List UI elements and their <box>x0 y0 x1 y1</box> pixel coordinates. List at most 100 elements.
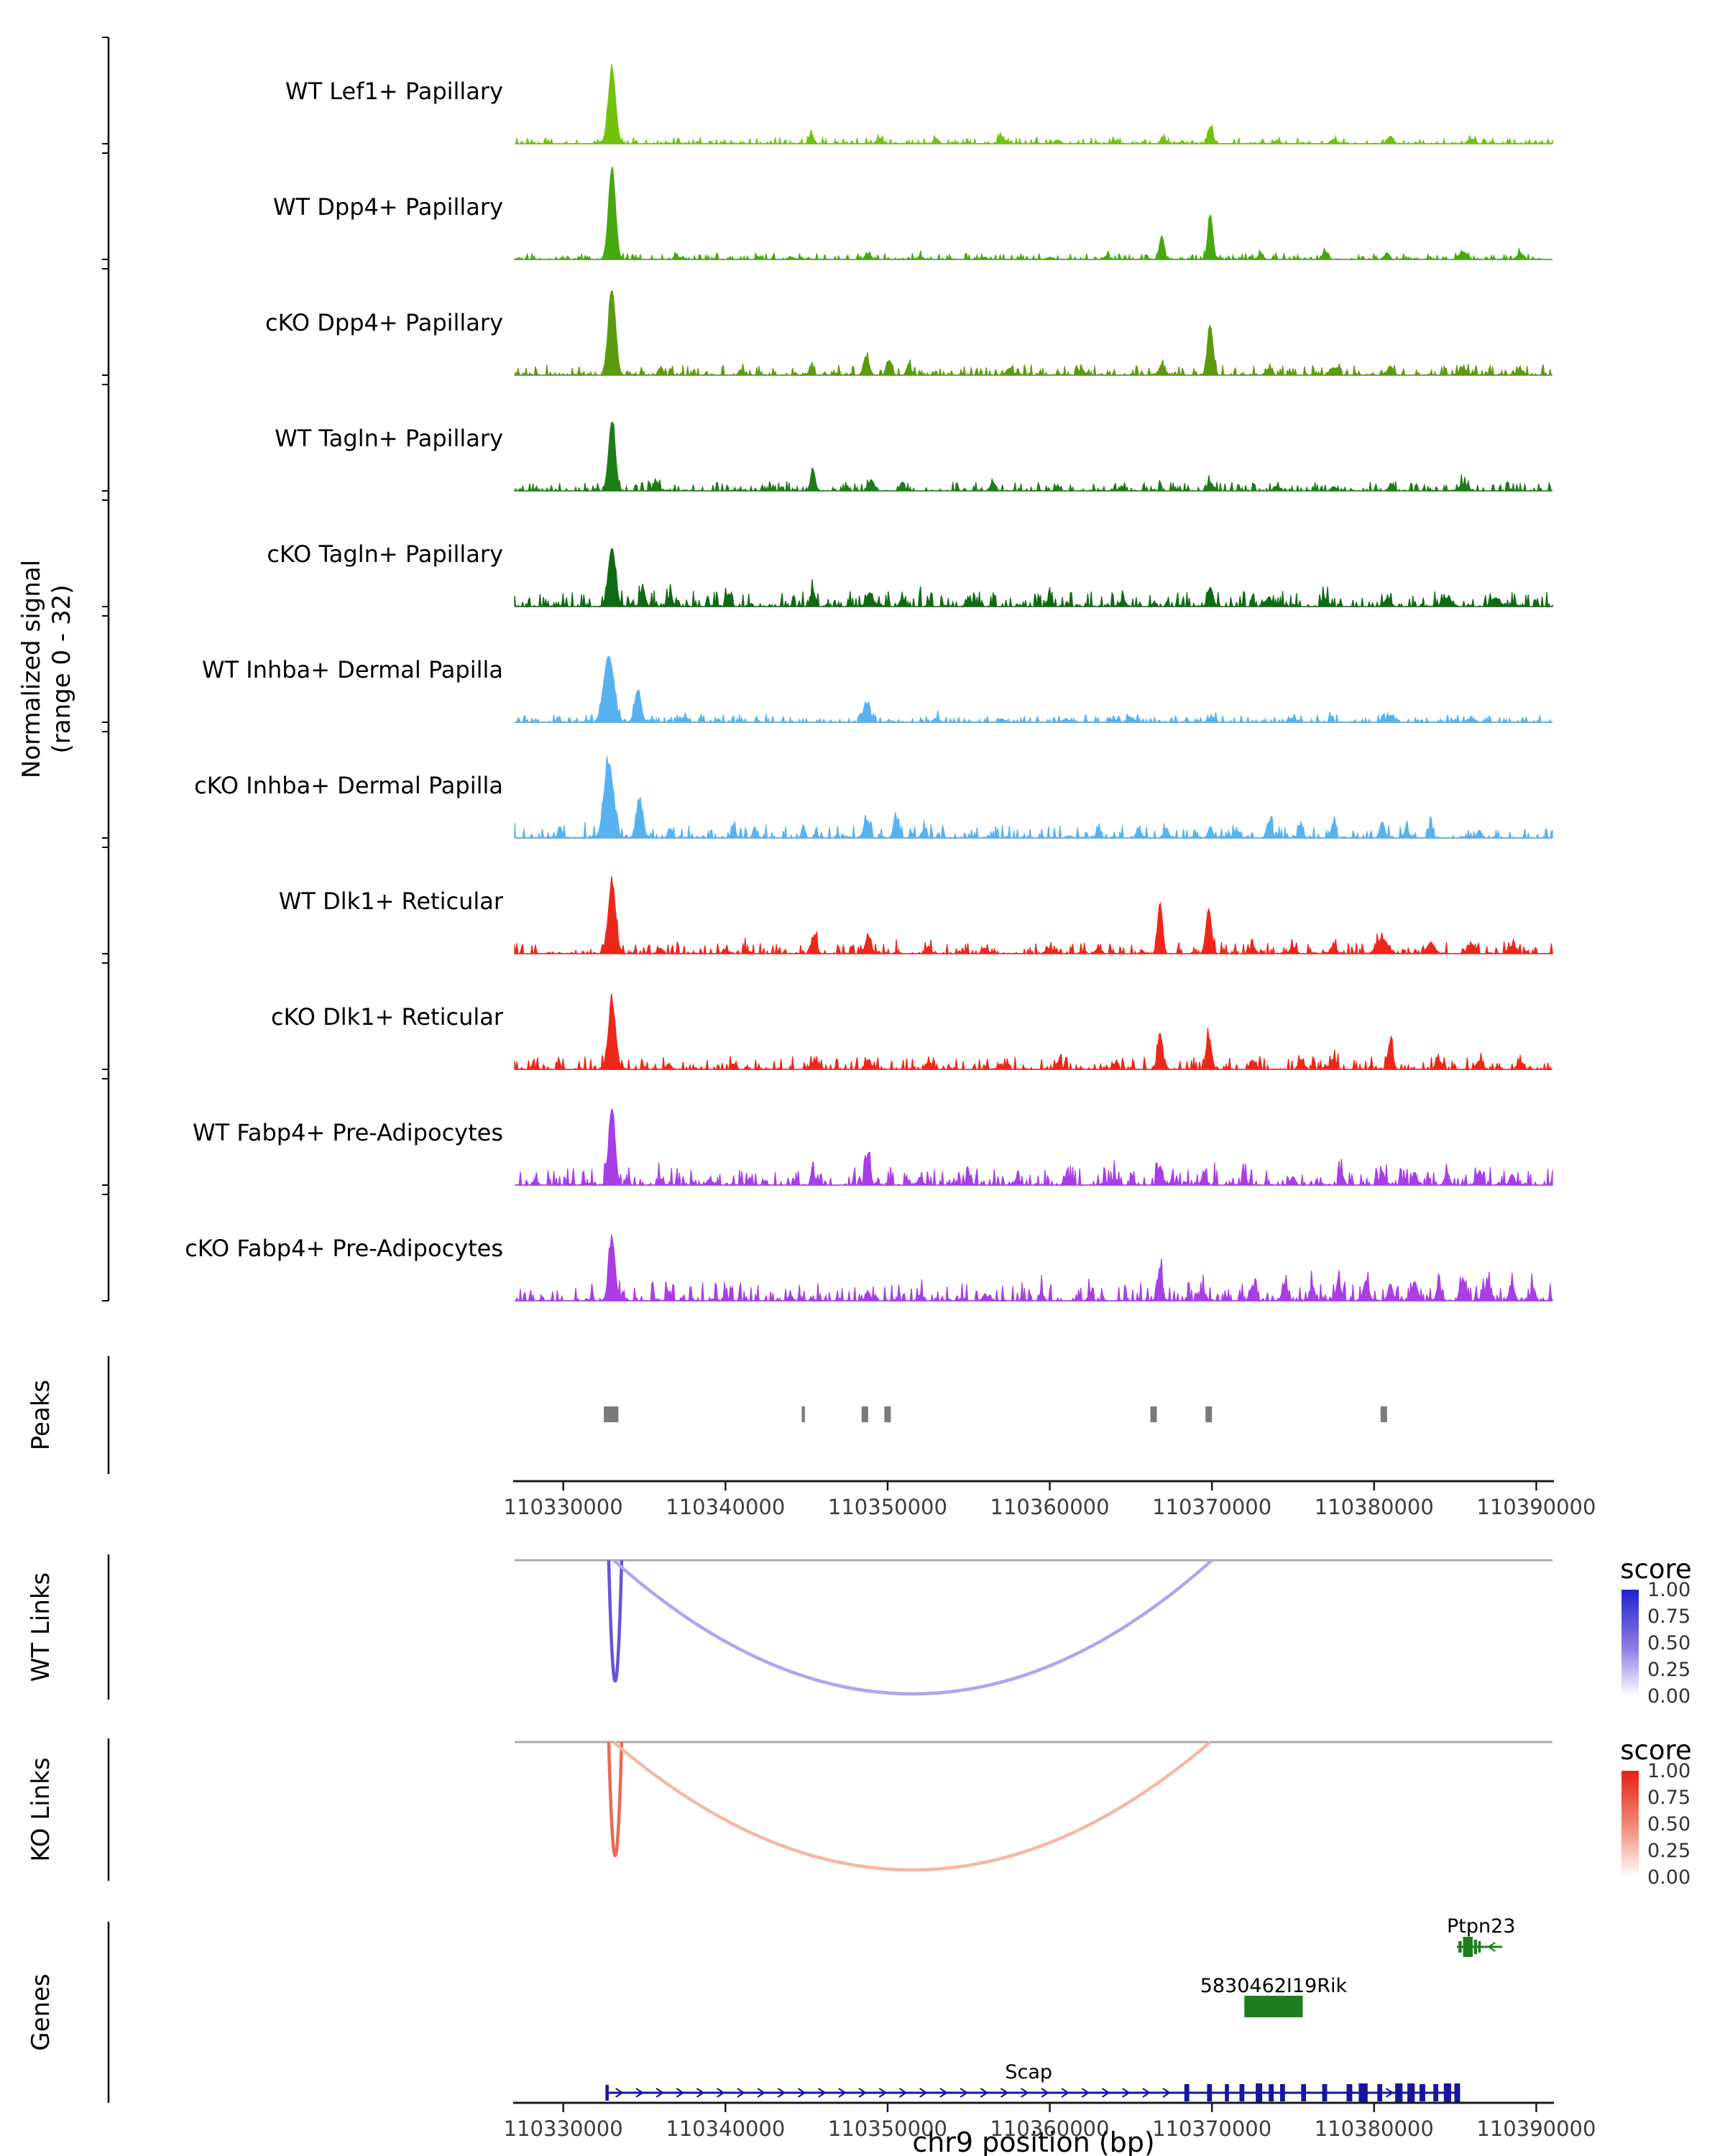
gene-strand-arrow <box>1000 2088 1009 2098</box>
gene-strand-arrow <box>656 2088 665 2098</box>
legend-tick-label: 0.25 <box>1647 1659 1690 1681</box>
peak-call-box <box>1150 1406 1157 1422</box>
gene-exon <box>1322 2084 1328 2101</box>
track-label: cKO Dpp4+ Papillary <box>265 309 503 336</box>
coverage-signal <box>514 756 1553 840</box>
coverage-axis-title-line1: Normalized signal <box>17 560 46 778</box>
coverage-signal <box>515 655 1552 724</box>
link-arc <box>607 1741 624 1857</box>
coverage-signal <box>515 1107 1553 1187</box>
gene-strand-arrow <box>717 2088 725 2098</box>
peak-call-box <box>1205 1406 1213 1422</box>
legend-tick-label: 0.75 <box>1647 1787 1690 1809</box>
coverage-track: cKO Fabp4+ Pre-Adipocytes <box>185 1234 1553 1303</box>
gene-strand-arrow <box>858 2088 868 2098</box>
link-arc <box>607 1560 624 1683</box>
x-axis-title: chr9 position (bp) <box>912 2127 1154 2156</box>
link-arc <box>612 1741 1212 1872</box>
axis-tick-label: 110380000 <box>1315 1495 1434 1519</box>
gene-strand-arrow <box>615 2088 624 2098</box>
gene-strand-arrow <box>676 2088 685 2098</box>
gene-exon <box>1301 2084 1307 2101</box>
gene-strand-arrow <box>797 2088 806 2098</box>
wt_links-section-label: WT Links <box>27 1572 55 1682</box>
peak-call-box <box>1380 1406 1387 1422</box>
gene-strand-arrow <box>696 2088 705 2098</box>
coverage-axis-title-line2: (range 0 - 32) <box>47 585 76 754</box>
gene-strand-arrow <box>980 2088 989 2098</box>
peak-call-box <box>604 1406 619 1422</box>
gene-exon <box>1478 1941 1481 1953</box>
gene-exon <box>1458 1941 1462 1953</box>
gene-strand-arrow <box>838 2088 847 2098</box>
coverage-track: WT Dpp4+ Papillary <box>273 166 1552 262</box>
gene-strand-arrow <box>818 2088 827 2098</box>
gene-exon <box>1443 2083 1451 2102</box>
coverage-signal <box>513 166 1552 262</box>
gene-exon <box>1269 2084 1274 2101</box>
axis-tick-label: 110350000 <box>828 2116 947 2141</box>
legend-tick-label: 1.00 <box>1647 1760 1690 1782</box>
axis-tick-label: 110350000 <box>828 1495 947 1519</box>
coverage-track: WT Dlk1+ Reticular <box>279 876 1553 956</box>
coverage-signal <box>515 1234 1553 1303</box>
gene-strand-arrow <box>1142 2088 1151 2098</box>
coverage-track: cKO Tagln+ Papillary <box>267 540 1553 609</box>
position-axis-lower: 110330000 110340000 110350000 110360000 1103… <box>504 2101 1596 2156</box>
axis-tick-label: 110330000 <box>504 2116 623 2141</box>
gene-exon <box>1358 2083 1368 2102</box>
track-label: cKO Tagln+ Papillary <box>267 540 503 568</box>
gene-strand-arrow <box>1081 2088 1090 2098</box>
track-label: WT Dpp4+ Papillary <box>273 193 503 221</box>
legend-title: score <box>1620 1554 1691 1585</box>
legend-tick-label: 1.00 <box>1647 1579 1690 1601</box>
gene-strand-arrow <box>757 2088 766 2098</box>
track-label: cKO Fabp4+ Pre-Adipocytes <box>185 1235 503 1262</box>
gene-strand-arrow <box>898 2088 908 2098</box>
coverage-track: cKO Inhba+ Dermal Papilla <box>194 756 1553 840</box>
gene-label: 5830462I19Rik <box>1200 1975 1348 1997</box>
coverage-track: WT Lef1+ Papillary <box>285 63 1553 146</box>
axis-tick-label: 110340000 <box>666 1495 785 1519</box>
legend-tick-label: 0.00 <box>1647 1685 1690 1708</box>
axis-tick-label: 110390000 <box>1476 1495 1596 1519</box>
axis-tick-label: 110360000 <box>990 1495 1110 1519</box>
coverage-signal <box>514 548 1553 609</box>
gene-strand-arrow <box>1487 1942 1496 1952</box>
ko_links-section-label: KO Links <box>27 1757 55 1861</box>
genes-section: Ptpn23 5830462I19Rik Scap <box>605 1915 1515 2102</box>
coverage-track: WT Fabp4+ Pre-Adipocytes <box>193 1107 1553 1187</box>
link-arc <box>612 1559 1213 1696</box>
legend-tick-label: 0.50 <box>1647 1813 1690 1835</box>
gene-exon <box>1463 1937 1473 1957</box>
coverage-track: cKO Dpp4+ Papillary <box>265 290 1552 377</box>
gene-strand-arrow <box>737 2088 745 2098</box>
gene-exon <box>1244 1996 1303 2017</box>
gene: Ptpn23 <box>1447 1915 1515 1957</box>
gene-exon <box>1473 1940 1478 1954</box>
legend-tick-label: 0.50 <box>1647 1632 1690 1654</box>
gene-strand-arrow <box>939 2088 948 2098</box>
gene-exon <box>1280 2084 1285 2101</box>
gene-exon <box>1420 2084 1425 2101</box>
gene-exon <box>1377 2084 1383 2101</box>
gene-strand-arrow <box>777 2088 786 2098</box>
gene-exon <box>1207 2084 1213 2101</box>
track-label: WT Fabp4+ Pre-Adipocytes <box>193 1119 503 1146</box>
section-brackets: Normalized signal (range 0 - 32) Peaks WT L… <box>17 37 110 2103</box>
gene-exon <box>1184 2084 1190 2101</box>
gene-strand-arrow <box>1162 2088 1172 2098</box>
gene-exon <box>1407 2083 1415 2102</box>
gene-exon <box>1346 2084 1353 2101</box>
position-axis-upper: 110330000 110340000 110350000 110360000 1103… <box>504 1480 1596 1519</box>
gene-strand-arrow <box>960 2088 969 2098</box>
peaks-section <box>604 1406 1387 1422</box>
legend-colorbar <box>1622 1590 1639 1696</box>
axis-tick-label: 110370000 <box>1152 1495 1271 1519</box>
gene-strand-arrow <box>1041 2088 1049 2098</box>
gene: Scap <box>605 2061 1460 2102</box>
gene-label: Ptpn23 <box>1447 1915 1515 1938</box>
peak-call-box <box>861 1406 868 1422</box>
gene-strand-arrow <box>1021 2088 1029 2098</box>
